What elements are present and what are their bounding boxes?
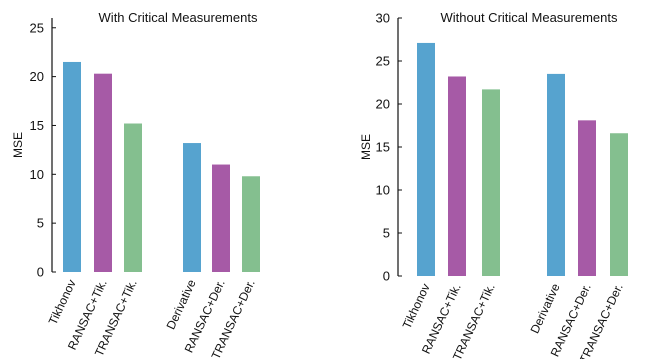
bar-ransac-tik [94,73,112,272]
bar-ransac-der [212,164,230,272]
y-tick-label: 10 [376,183,390,198]
chart-title: Without Critical Measurements [441,10,618,25]
chart-title: With Critical Measurements [99,10,258,25]
y-tick-label: 20 [30,69,44,84]
y-tick-label: 15 [30,118,44,133]
bar-derivative [183,143,201,272]
y-tick-label: 25 [376,54,390,69]
y-axis-label: MSE [11,132,25,158]
x-tick-label: Derivative [527,281,562,336]
y-tick-label: 5 [383,226,390,241]
x-tick-label: Tikhonov [400,281,433,331]
y-axis-label: MSE [359,134,373,160]
bar-transac-tik [482,89,500,276]
bar-transac-der [242,176,260,272]
y-tick-label: 25 [30,20,44,35]
bar-derivative [547,73,565,277]
y-tick-label: 20 [376,97,390,112]
y-tick-label: 10 [30,167,44,182]
bar-transac-tik [124,123,142,272]
y-tick-label: 30 [376,11,390,26]
bar-ransac-der [578,120,596,276]
bar-transac-der [610,133,628,276]
y-tick-label: 0 [37,265,44,280]
chart-with-critical: With Critical Measurements 0 5 10 15 20 25 MSE T… [11,10,260,359]
y-tick-label: 0 [383,269,390,284]
y-tick-label: 5 [37,216,44,231]
bar-tikhonov [63,61,81,272]
bar-tikhonov [417,42,435,276]
chart-without-critical: Without Critical Measurements 0 5 10 15 20 25 3… [359,10,628,359]
x-tick-label: Tikhonov [46,277,79,327]
bar-ransac-tik [448,76,466,276]
y-tick-label: 15 [376,140,390,155]
